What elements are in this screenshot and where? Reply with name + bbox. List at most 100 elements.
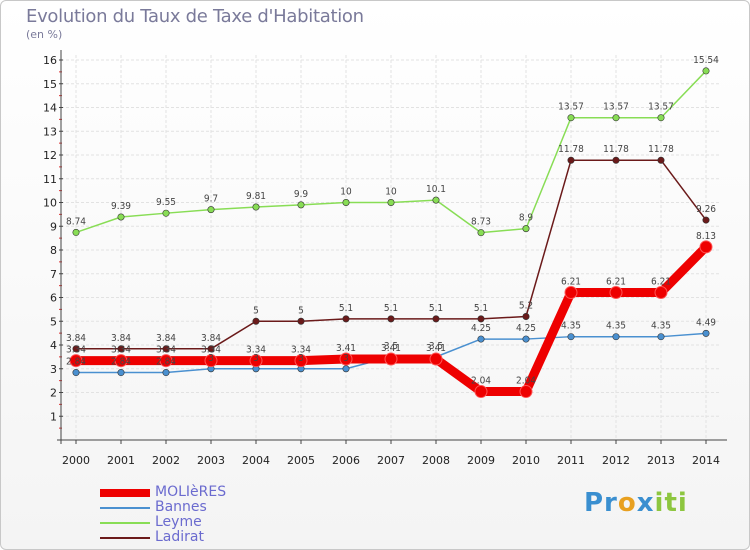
data-label: 3.41 — [381, 343, 401, 354]
logo-part: Pr — [584, 488, 618, 518]
data-label: 5.1 — [384, 303, 398, 314]
data-label: 2.84 — [66, 357, 86, 368]
data-label: 3.34 — [291, 345, 311, 356]
data-point — [294, 354, 308, 368]
data-point — [252, 317, 260, 325]
data-point — [252, 203, 260, 211]
data-point — [297, 201, 305, 209]
series-layer — [69, 67, 713, 399]
data-label: 4.25 — [471, 323, 491, 334]
data-point — [114, 354, 128, 368]
data-label: 3.34 — [111, 345, 131, 356]
data-point — [72, 369, 80, 377]
data-label: 5 — [298, 305, 304, 316]
data-point — [654, 286, 668, 300]
data-label: 3.34 — [246, 345, 266, 356]
x-tick-label: 2003 — [197, 454, 225, 467]
data-label: 2.84 — [111, 357, 131, 368]
y-tick-label: 11 — [43, 173, 57, 186]
grid-lines — [61, 55, 721, 440]
data-point — [159, 354, 173, 368]
data-point — [657, 333, 665, 341]
data-label: 13.57 — [648, 102, 674, 113]
data-point — [249, 354, 263, 368]
data-label: 6.21 — [651, 277, 671, 288]
data-point — [207, 345, 215, 353]
data-label: 8.9 — [519, 213, 534, 224]
data-point — [477, 335, 485, 343]
y-tick-label: 8 — [50, 244, 57, 257]
data-point — [477, 315, 485, 323]
data-label: 3.84 — [111, 333, 131, 344]
data-label: 2.04 — [516, 376, 536, 387]
data-label: 3 — [253, 353, 259, 364]
x-tick-label: 2002 — [152, 454, 180, 467]
legend-label: Leyme — [155, 514, 202, 530]
data-point — [432, 196, 440, 204]
data-label: 10.1 — [426, 184, 446, 195]
data-point — [612, 333, 620, 341]
y-tick-label: 14 — [43, 102, 57, 115]
data-label: 10 — [385, 187, 397, 198]
logo-part: x — [636, 488, 655, 518]
legend-label: MOLIèRES — [155, 484, 227, 500]
x-tick-label: 2004 — [242, 454, 270, 467]
data-point — [567, 333, 575, 341]
data-label: 9.81 — [246, 191, 266, 202]
data-labels-layer: 2.84 2.84 2.84 3 3 3 3 3.5 3.5 4.25 4.25 4.35 4.35 4.… — [66, 55, 719, 387]
x-tick-label: 2000 — [62, 454, 90, 467]
data-label: 3.34 — [201, 345, 221, 356]
data-label: 3.41 — [426, 343, 446, 354]
data-label: 4.35 — [606, 321, 626, 332]
data-point — [702, 216, 710, 224]
x-tick-label: 2007 — [377, 454, 405, 467]
data-point — [342, 365, 350, 373]
x-tick-label: 2001 — [107, 454, 135, 467]
data-point — [699, 240, 713, 254]
data-point — [429, 352, 443, 366]
data-point — [72, 228, 80, 236]
data-label: 3 — [208, 353, 214, 364]
x-tick-label: 2012 — [602, 454, 630, 467]
data-label: 8.74 — [66, 216, 86, 227]
y-tick-label: 2 — [50, 387, 57, 400]
data-point — [522, 312, 530, 320]
data-label: 6.21 — [606, 277, 626, 288]
data-label: 3.41 — [336, 343, 356, 354]
x-tick-label: 2013 — [647, 454, 675, 467]
data-label: 4.35 — [561, 321, 581, 332]
data-point — [72, 345, 80, 353]
data-label: 3 — [343, 353, 349, 364]
data-point — [477, 229, 485, 237]
data-label: 9.26 — [696, 204, 716, 215]
data-point — [387, 315, 395, 323]
data-label: 10 — [340, 187, 352, 198]
data-label: 11.78 — [603, 144, 629, 155]
legend-label: Bannes — [155, 499, 207, 515]
proxiti-logo: Proxiti — [584, 488, 688, 518]
data-point — [609, 286, 623, 300]
data-point — [342, 199, 350, 207]
chart-subtitle: (en %) — [26, 28, 63, 41]
data-label: 3.84 — [201, 333, 221, 344]
data-label: 11.78 — [558, 144, 584, 155]
data-label: 2.84 — [156, 357, 176, 368]
data-point — [117, 345, 125, 353]
data-point — [162, 369, 170, 377]
data-label: 9.39 — [111, 201, 131, 212]
data-label: 11.78 — [648, 144, 674, 155]
data-point — [564, 286, 578, 300]
y-tick-label: 16 — [43, 54, 57, 67]
data-label: 9.55 — [156, 197, 176, 208]
data-point — [657, 156, 665, 164]
data-label: 8.13 — [696, 231, 716, 242]
data-label: 5.1 — [339, 303, 353, 314]
data-point — [162, 209, 170, 217]
data-label: 4.35 — [651, 321, 671, 332]
x-tick-label: 2010 — [512, 454, 540, 467]
data-label: 9.9 — [294, 189, 309, 200]
data-point — [522, 225, 530, 233]
data-label: 9.7 — [204, 194, 218, 205]
data-label: 13.57 — [603, 102, 629, 113]
